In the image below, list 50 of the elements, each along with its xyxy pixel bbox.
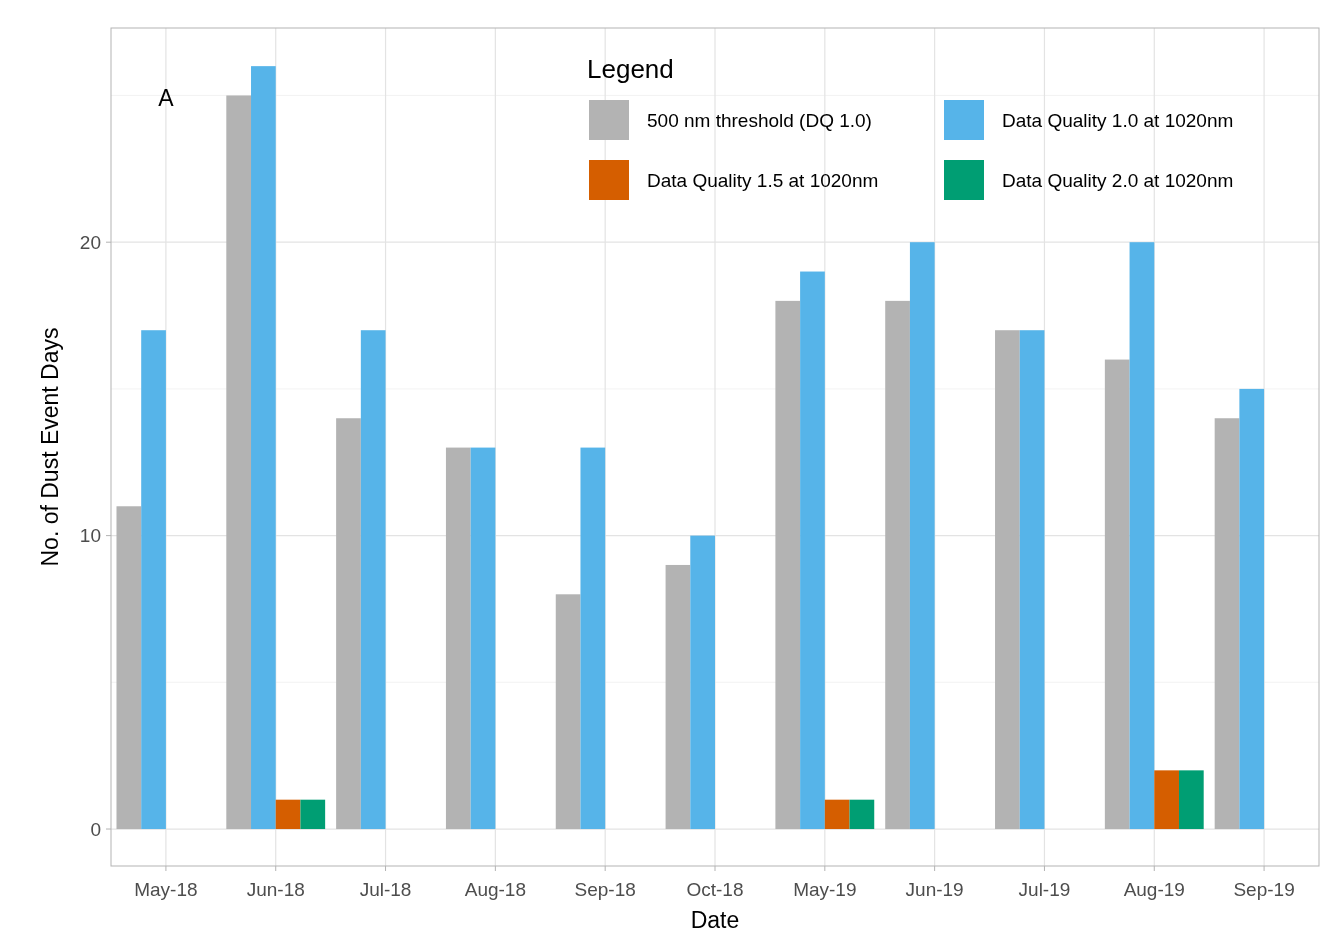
x-tick-label: Sep-19 <box>1233 879 1295 900</box>
x-tick-label: Jun-19 <box>905 879 964 900</box>
bar <box>690 535 715 830</box>
x-tick-label: Aug-19 <box>1123 879 1185 900</box>
bar <box>470 447 496 830</box>
bar <box>849 799 875 830</box>
bar <box>336 418 361 830</box>
bar <box>1178 770 1204 830</box>
bar <box>251 66 276 830</box>
annotation: A <box>158 85 175 111</box>
y-axis-title: No. of Dust Event Days <box>37 327 63 567</box>
bar <box>580 447 606 830</box>
bar <box>800 271 825 830</box>
legend-label: Data Quality 1.0 at 1020nm <box>1002 109 1234 131</box>
bar <box>1154 770 1179 830</box>
bar <box>885 300 910 830</box>
y-tick-label: 10 <box>79 525 101 547</box>
x-tick-label: Aug-18 <box>464 879 526 900</box>
bar <box>300 799 326 830</box>
bar <box>665 564 691 830</box>
bar <box>995 330 1020 830</box>
x-tick-label: Jun-18 <box>246 879 305 900</box>
bar <box>445 447 471 830</box>
bar <box>226 95 252 830</box>
x-tick-label: Jul-19 <box>1018 879 1071 900</box>
bar <box>1104 359 1130 830</box>
bar <box>275 799 301 830</box>
bar <box>1019 330 1045 830</box>
bar <box>775 300 801 830</box>
x-tick-label: Sep-18 <box>574 879 636 900</box>
x-tick-label: May-18 <box>134 879 198 900</box>
bar <box>360 330 386 830</box>
bar <box>1129 242 1155 830</box>
x-axis-title: Date <box>690 907 740 933</box>
legend-label: Data Quality 1.5 at 1020nm <box>647 169 879 191</box>
legend-label: Data Quality 2.0 at 1020nm <box>1002 169 1234 191</box>
bar <box>909 242 935 830</box>
bar <box>555 594 581 830</box>
y-tick-label: 20 <box>79 231 101 253</box>
x-tick-label: Jul-18 <box>359 879 412 900</box>
bar <box>824 799 850 830</box>
legend-title: Legend <box>587 54 674 84</box>
bar <box>141 330 166 830</box>
bar <box>116 506 142 830</box>
legend-label: 500 nm threshold (DQ 1.0) <box>647 109 872 131</box>
y-tick-label: 0 <box>90 818 101 840</box>
x-tick-label: May-19 <box>793 879 857 900</box>
x-tick-label: Oct-18 <box>686 879 744 900</box>
bar <box>1239 388 1265 830</box>
bar <box>1214 418 1240 830</box>
